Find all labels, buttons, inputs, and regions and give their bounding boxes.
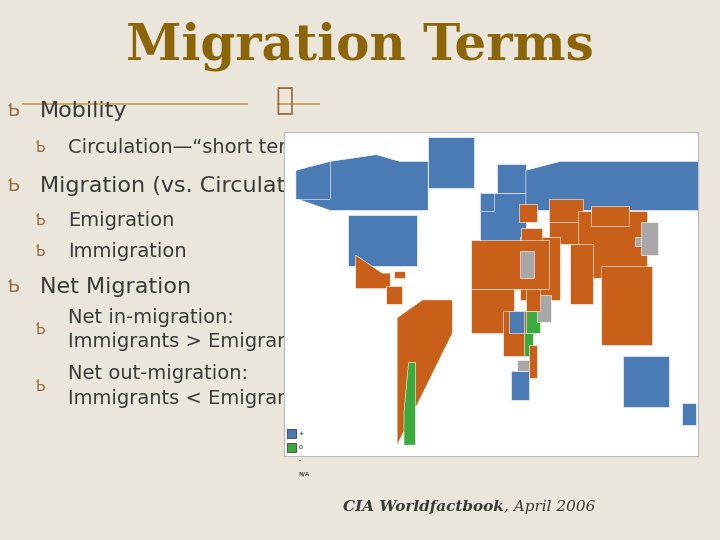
Polygon shape [577, 211, 647, 278]
Polygon shape [356, 255, 390, 289]
Polygon shape [623, 356, 668, 407]
Text: Ƅ: Ƅ [35, 213, 45, 228]
Polygon shape [683, 403, 696, 425]
Polygon shape [394, 271, 405, 278]
Text: -: - [298, 458, 300, 463]
Polygon shape [521, 228, 542, 242]
Text: Immigration: Immigration [68, 241, 187, 261]
Polygon shape [296, 161, 330, 199]
Polygon shape [591, 206, 629, 226]
Polygon shape [549, 199, 583, 222]
Polygon shape [480, 193, 526, 244]
Bar [287, 443, 296, 452]
Polygon shape [641, 222, 658, 255]
Bar [287, 456, 296, 465]
Polygon shape [549, 211, 583, 244]
Polygon shape [298, 154, 428, 211]
Polygon shape [471, 240, 549, 289]
Text: Ƅ: Ƅ [35, 322, 45, 337]
Polygon shape [508, 311, 523, 333]
Text: Net in-migration:
Immigrants > Emigrants:: Net in-migration: Immigrants > Emigrants… [68, 308, 314, 351]
Text: Ƅ: Ƅ [6, 278, 19, 296]
Polygon shape [531, 248, 534, 258]
Text: , April 2006: , April 2006 [504, 500, 595, 514]
Bar [287, 470, 296, 478]
Polygon shape [348, 215, 417, 266]
Polygon shape [497, 164, 526, 193]
Polygon shape [428, 137, 474, 188]
Text: Ƅ: Ƅ [35, 379, 45, 394]
Text: Net Migration: Net Migration [40, 277, 191, 298]
Polygon shape [570, 244, 593, 305]
Polygon shape [404, 362, 415, 445]
Text: 𝔃: 𝔃 [275, 86, 294, 116]
Polygon shape [529, 345, 537, 378]
Polygon shape [471, 289, 514, 333]
Text: N/A: N/A [298, 471, 310, 477]
Text: Circulation—“short term”: Circulation—“short term” [68, 138, 315, 157]
Polygon shape [397, 300, 452, 445]
Polygon shape [635, 237, 641, 246]
Polygon shape [520, 237, 560, 300]
Polygon shape [517, 360, 529, 372]
Polygon shape [503, 311, 531, 356]
Text: CIA Worldfactbook: CIA Worldfactbook [343, 500, 504, 514]
Text: Ƅ: Ƅ [35, 244, 45, 259]
Text: Ƅ: Ƅ [35, 140, 45, 155]
Text: Mobility: Mobility [40, 100, 127, 121]
Polygon shape [520, 251, 534, 278]
Text: Migration Terms: Migration Terms [126, 21, 594, 71]
Polygon shape [526, 289, 540, 311]
Text: Emigration: Emigration [68, 211, 175, 230]
Text: Ƅ: Ƅ [6, 177, 19, 195]
Polygon shape [600, 266, 652, 345]
Text: +: + [298, 431, 303, 436]
Polygon shape [526, 161, 698, 211]
Text: Net out-migration:
Immigrants < Emigrants: Net out-migration: Immigrants < Emigrant… [68, 364, 307, 408]
Polygon shape [519, 204, 537, 222]
Polygon shape [386, 287, 402, 305]
Text: Migration (vs. Circulation): Migration (vs. Circulation) [40, 176, 328, 197]
Text: 0: 0 [298, 445, 302, 450]
Text: Ƅ: Ƅ [6, 102, 19, 120]
Bar [287, 429, 296, 438]
Polygon shape [526, 311, 540, 333]
Polygon shape [523, 333, 533, 356]
Polygon shape [537, 295, 552, 322]
Polygon shape [511, 372, 529, 401]
Polygon shape [480, 193, 494, 211]
